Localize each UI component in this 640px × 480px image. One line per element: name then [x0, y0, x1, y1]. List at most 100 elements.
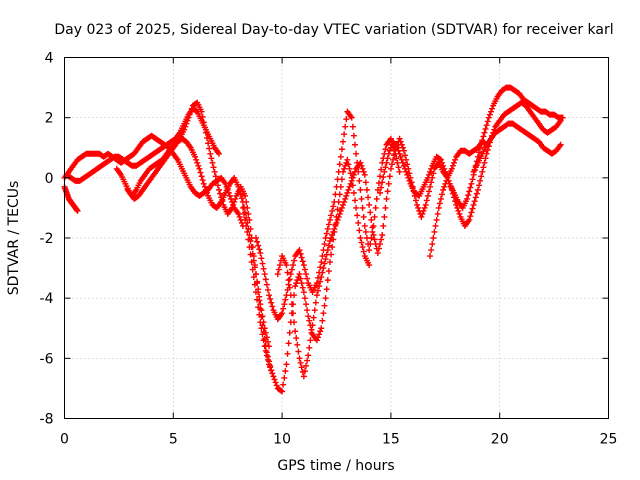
data-point: [199, 113, 206, 120]
data-point: [188, 105, 195, 112]
data-point: [444, 174, 451, 181]
data-point: [351, 197, 358, 204]
data-point: [486, 111, 493, 118]
data-point: [378, 236, 385, 243]
data-point: [440, 186, 447, 193]
data-point: [263, 281, 270, 288]
y-tick-label: -6: [40, 351, 54, 367]
data-point: [202, 129, 209, 136]
data-point: [341, 198, 348, 205]
data-point: [436, 200, 443, 207]
data-point: [485, 114, 492, 121]
data-point: [326, 238, 333, 245]
x-tick-label: 20: [491, 432, 509, 448]
data-point: [280, 381, 287, 388]
data-point: [346, 183, 353, 190]
data-point: [321, 260, 328, 267]
data-point: [230, 201, 237, 208]
data-point: [424, 192, 431, 199]
data-point: [386, 173, 393, 180]
data-point: [195, 162, 202, 169]
data-point: [428, 247, 435, 254]
data-point: [274, 271, 281, 278]
data-point: [193, 107, 200, 114]
data-point: [238, 195, 245, 202]
data-point: [304, 357, 311, 364]
data-point: [269, 303, 276, 310]
data-point: [273, 382, 280, 389]
data-point: [301, 368, 308, 375]
data-point: [316, 283, 323, 290]
data-point: [293, 335, 300, 342]
data-point: [405, 174, 412, 181]
data-point: [402, 152, 409, 159]
data-point: [559, 114, 566, 121]
data-point: [296, 355, 303, 362]
data-point: [452, 198, 459, 205]
data-point: [308, 329, 315, 336]
data-point: [323, 251, 330, 258]
data-point: [287, 271, 294, 278]
data-point: [262, 342, 269, 349]
data-point: [377, 189, 384, 196]
data-point: [256, 246, 263, 253]
data-point: [404, 171, 411, 178]
data-point: [453, 201, 460, 208]
data-point: [317, 328, 324, 335]
data-point: [289, 262, 296, 269]
data-point: [434, 210, 441, 217]
data-point: [297, 250, 304, 257]
data-point: [247, 251, 254, 258]
data-point: [436, 156, 443, 163]
data-point: [312, 299, 319, 306]
data-point: [264, 356, 271, 363]
data-point: [242, 216, 249, 223]
data-point: [455, 207, 462, 214]
data-point: [256, 311, 263, 318]
data-point: [244, 228, 251, 235]
data-point: [282, 296, 289, 303]
data-point: [235, 210, 242, 217]
data-point: [467, 184, 474, 191]
data-point: [331, 225, 338, 232]
data-point: [382, 164, 389, 171]
data-point: [347, 180, 354, 187]
data-point: [439, 191, 446, 198]
y-tick-label: 0: [45, 171, 54, 187]
data-point: [366, 201, 373, 208]
data-point: [279, 388, 286, 395]
data-point: [393, 155, 400, 162]
data-point: [414, 201, 421, 208]
data-point: [360, 248, 367, 255]
series-track-7: [252, 108, 403, 323]
data-point: [259, 331, 266, 338]
data-point: [338, 204, 345, 211]
data-point: [333, 219, 340, 226]
data-point: [321, 302, 328, 309]
data-point: [315, 274, 322, 281]
data-point: [333, 183, 340, 190]
data-point: [348, 114, 355, 121]
data-point: [447, 183, 454, 190]
data-point: [229, 204, 236, 211]
data-point: [379, 179, 386, 186]
data-point: [209, 159, 216, 166]
data-point: [263, 352, 270, 359]
data-point: [298, 364, 305, 371]
data-point: [275, 266, 282, 273]
data-point: [427, 168, 434, 175]
data-point: [258, 255, 265, 262]
data-point: [366, 247, 373, 254]
data-point: [425, 188, 432, 195]
data-point: [343, 116, 350, 123]
data-point: [330, 203, 337, 210]
data-point: [400, 147, 407, 154]
data-point: [313, 280, 320, 287]
data-point: [295, 348, 302, 355]
data-point: [398, 141, 405, 148]
data-point: [380, 174, 387, 181]
data-point: [404, 161, 411, 168]
data-point: [285, 340, 292, 347]
data-point: [381, 168, 388, 175]
